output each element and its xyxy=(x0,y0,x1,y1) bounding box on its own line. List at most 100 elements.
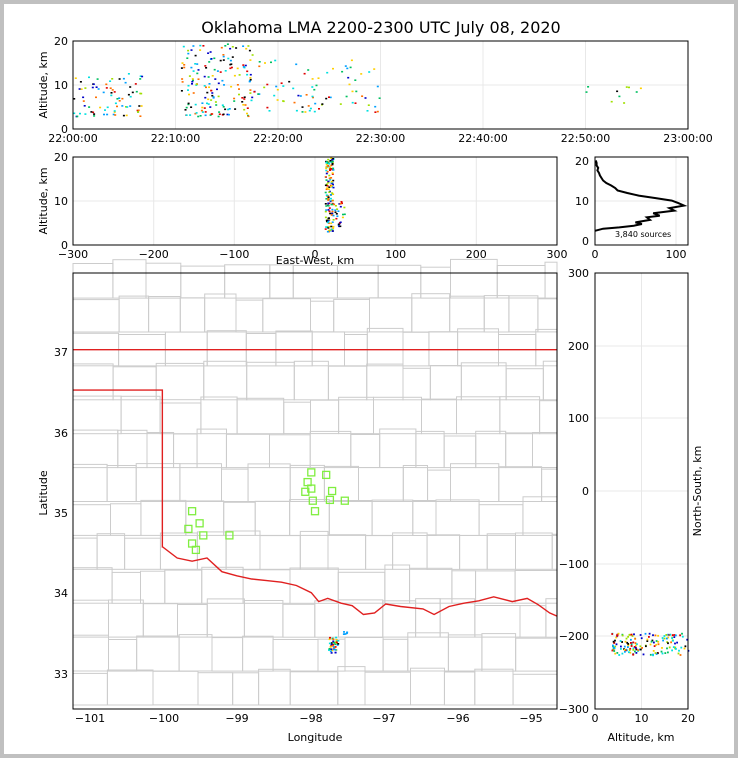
source-point xyxy=(215,104,218,106)
county-boundary xyxy=(178,634,213,672)
source-point xyxy=(677,652,680,655)
source-point xyxy=(336,215,339,217)
source-point xyxy=(615,643,618,646)
source-point xyxy=(297,94,300,97)
source-point xyxy=(330,652,333,654)
source-point xyxy=(333,642,335,644)
source-point xyxy=(661,637,664,639)
source-point xyxy=(628,651,630,654)
county-boundary xyxy=(457,328,500,367)
source-point xyxy=(92,111,95,114)
source-point xyxy=(328,186,331,188)
county-boundary xyxy=(140,499,187,536)
source-point xyxy=(209,114,212,116)
source-point xyxy=(140,105,143,107)
map-panel: 33 34 35 36 37 −101 −100 −99 −98 −97 −96… xyxy=(37,258,558,744)
county-boundary xyxy=(179,463,222,503)
p4-ytick: 35 xyxy=(54,507,68,520)
source-point xyxy=(73,98,76,100)
source-point xyxy=(671,634,674,636)
source-point xyxy=(631,635,634,637)
source-point xyxy=(83,105,86,107)
oklahoma-state-border xyxy=(73,349,558,617)
source-point xyxy=(111,89,114,91)
source-point xyxy=(612,644,614,647)
source-point xyxy=(346,631,349,634)
source-point xyxy=(231,46,234,48)
source-point xyxy=(328,225,331,228)
source-point xyxy=(585,91,588,93)
source-point xyxy=(203,85,206,87)
source-point xyxy=(325,226,328,228)
source-point xyxy=(329,197,332,200)
source-point xyxy=(343,631,345,633)
source-point xyxy=(204,65,207,67)
source-point xyxy=(327,199,330,201)
source-point xyxy=(318,108,320,110)
source-point xyxy=(621,634,624,637)
source-point xyxy=(276,88,279,91)
source-point xyxy=(666,647,668,650)
county-boundary xyxy=(366,327,404,367)
source-point xyxy=(328,96,330,98)
county-boundary xyxy=(275,330,313,367)
source-point xyxy=(651,639,654,642)
source-point xyxy=(624,640,627,643)
p5-ytick: 200 xyxy=(568,340,589,353)
county-boundary xyxy=(223,501,256,536)
p4-xtick: −97 xyxy=(372,712,395,725)
source-point xyxy=(325,183,328,186)
source-point xyxy=(249,59,252,61)
source-point xyxy=(227,113,230,116)
source-point xyxy=(280,82,283,84)
source-point xyxy=(116,105,118,108)
source-point xyxy=(354,79,357,81)
source-point xyxy=(330,648,333,650)
source-point xyxy=(191,83,193,85)
histogram-axes xyxy=(594,156,689,246)
source-point xyxy=(355,90,358,93)
p1-ytick: 10 xyxy=(54,79,68,92)
county-boundary xyxy=(243,600,284,638)
p1-ytick: 20 xyxy=(54,35,68,48)
source-point xyxy=(90,111,93,113)
source-point xyxy=(243,66,246,69)
source-point xyxy=(227,57,230,60)
source-point xyxy=(135,90,138,93)
county-boundary xyxy=(443,435,477,469)
source-point xyxy=(329,178,332,181)
source-point xyxy=(639,634,642,636)
p2-xtick: −100 xyxy=(219,248,249,261)
source-point xyxy=(191,78,194,80)
p1-xtick: 22:10:00 xyxy=(151,132,200,145)
p4-ytick: 36 xyxy=(54,427,68,440)
source-point xyxy=(649,653,652,656)
lma-station-marker xyxy=(327,486,337,496)
county-boundary xyxy=(72,363,114,401)
county-boundary xyxy=(259,535,301,570)
source-point xyxy=(656,652,659,655)
source-point xyxy=(195,112,198,114)
source-point xyxy=(190,106,193,108)
source-point xyxy=(331,159,334,161)
source-point xyxy=(109,80,112,82)
source-point xyxy=(635,91,638,93)
source-point xyxy=(222,54,225,56)
source-point xyxy=(307,69,310,71)
source-point xyxy=(666,637,668,640)
source-point xyxy=(104,109,106,111)
source-point xyxy=(667,651,669,654)
p1-ytick: 0 xyxy=(61,123,68,136)
source-point xyxy=(612,640,615,643)
source-point xyxy=(328,642,331,645)
source-point xyxy=(667,636,670,639)
county-boundary xyxy=(72,299,120,333)
time-altitude-axes xyxy=(72,40,689,130)
source-point xyxy=(626,641,629,644)
source-point xyxy=(347,76,350,79)
source-point xyxy=(249,92,252,94)
source-point xyxy=(345,632,348,635)
source-point xyxy=(327,188,330,190)
source-point xyxy=(341,216,344,219)
source-point xyxy=(246,107,249,109)
